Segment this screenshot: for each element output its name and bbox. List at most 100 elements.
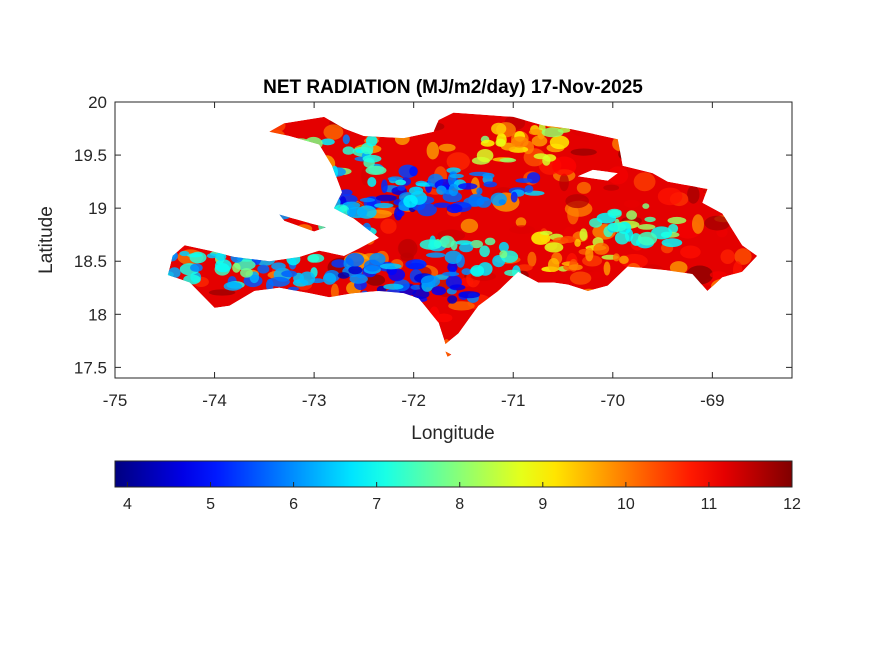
heatmap-cell	[257, 312, 279, 331]
heatmap-cell	[486, 303, 510, 311]
heatmap-cell	[289, 157, 303, 164]
heatmap-cell	[331, 259, 347, 268]
heatmap-cell	[191, 352, 214, 357]
heatmap-cell	[286, 252, 301, 266]
heatmap-cell	[667, 216, 687, 225]
heatmap-cell	[528, 338, 553, 353]
heatmap-cell	[307, 172, 322, 187]
heatmap-cell	[515, 178, 533, 184]
heatmap-cell	[669, 261, 688, 275]
heatmap-cell	[433, 202, 451, 208]
heatmap-cell	[257, 264, 270, 274]
heatmap-cell	[680, 245, 701, 259]
heatmap-cell	[698, 142, 714, 153]
heatmap-cell	[498, 241, 509, 253]
heatmap-cell	[471, 335, 483, 351]
x-tick-label: -75	[103, 391, 128, 410]
heatmap-cell	[607, 166, 629, 185]
heatmap-cell	[625, 127, 645, 136]
heatmap-cell	[323, 124, 344, 140]
colorbar	[114, 460, 793, 488]
heatmap-cell	[604, 290, 624, 299]
heatmap-cell	[541, 127, 564, 138]
heatmap-cell	[398, 238, 418, 259]
heatmap-cell	[167, 159, 183, 177]
heatmap-cell	[479, 245, 490, 258]
heatmap-cell	[458, 291, 481, 299]
heatmap-cell	[734, 195, 754, 206]
heatmap-cell	[661, 238, 683, 248]
heatmap-cell	[208, 289, 236, 296]
heatmap-cell	[280, 225, 299, 231]
heatmap-cell	[299, 271, 316, 286]
heatmap-cell	[356, 314, 374, 332]
heatmap-cell	[426, 141, 439, 160]
heatmap-cell	[198, 170, 223, 177]
heatmap-cell	[305, 215, 314, 224]
heatmap-cell	[718, 330, 731, 345]
heatmap-cell	[565, 194, 589, 209]
heatmap-cell	[655, 281, 671, 295]
heatmap-cell	[458, 183, 478, 190]
heatmap-cell	[341, 299, 350, 319]
heatmap-cell	[444, 250, 462, 264]
heatmap-cell	[578, 288, 600, 301]
heatmap-cell	[190, 263, 203, 272]
heatmap-cell	[183, 274, 201, 285]
heatmap-cell	[431, 286, 447, 296]
heatmap-cell	[337, 272, 350, 279]
heatmap-cell	[446, 203, 463, 214]
heatmap-cell	[723, 298, 746, 305]
heatmap-cell	[388, 268, 406, 282]
heatmap-cell	[365, 112, 379, 124]
heatmap-cell	[311, 163, 331, 176]
heatmap-cell	[310, 156, 320, 170]
heatmap-cell	[271, 262, 286, 271]
heatmap-cell	[313, 209, 335, 220]
heatmap-cell	[364, 233, 375, 245]
heatmap-cell	[364, 345, 387, 357]
heatmap-cell	[284, 201, 305, 214]
heatmap-cell	[490, 192, 507, 206]
heatmap-cell	[321, 225, 340, 237]
y-tick-label: 18.5	[74, 252, 107, 271]
heatmap-cell	[652, 284, 674, 305]
heatmap-cell	[612, 287, 629, 296]
heatmap-cell	[455, 240, 473, 245]
heatmap-cell	[642, 203, 650, 209]
heatmap-cell	[296, 224, 313, 234]
heatmap-cell	[175, 280, 187, 291]
heatmap-cell	[448, 301, 475, 311]
heatmap-cell	[609, 315, 620, 331]
heatmap-cell	[436, 185, 447, 195]
heatmap-cell	[282, 198, 301, 205]
heatmap-cell	[644, 216, 656, 223]
heatmap-cell	[285, 198, 307, 211]
heatmap-cell	[732, 286, 753, 299]
heatmap-cell	[549, 135, 570, 150]
heatmap-cell	[302, 163, 326, 180]
heatmap-cell	[446, 167, 461, 174]
heatmap-cell	[637, 224, 656, 230]
heatmap-cell	[410, 284, 423, 290]
heatmap-cell	[247, 229, 275, 242]
heatmap-cell	[702, 187, 730, 195]
heatmap-cell	[734, 248, 752, 265]
heatmap-cell	[266, 187, 293, 197]
heatmap-cell	[373, 315, 385, 328]
heatmap-cell	[435, 313, 453, 323]
heatmap-cell	[393, 337, 421, 351]
heatmap-cell	[593, 242, 610, 255]
heatmap-cell	[533, 153, 549, 160]
heatmap-cell	[633, 268, 650, 285]
heatmap-cell	[692, 214, 704, 234]
x-tick-label: -69	[700, 391, 725, 410]
heatmap-cell	[735, 272, 745, 281]
heatmap-cell	[374, 202, 394, 209]
heatmap-cell	[713, 299, 738, 310]
heatmap-cell	[626, 210, 637, 220]
heatmap-cell	[308, 158, 323, 171]
heatmap-cell	[570, 148, 597, 156]
heatmap-cell	[482, 172, 495, 179]
